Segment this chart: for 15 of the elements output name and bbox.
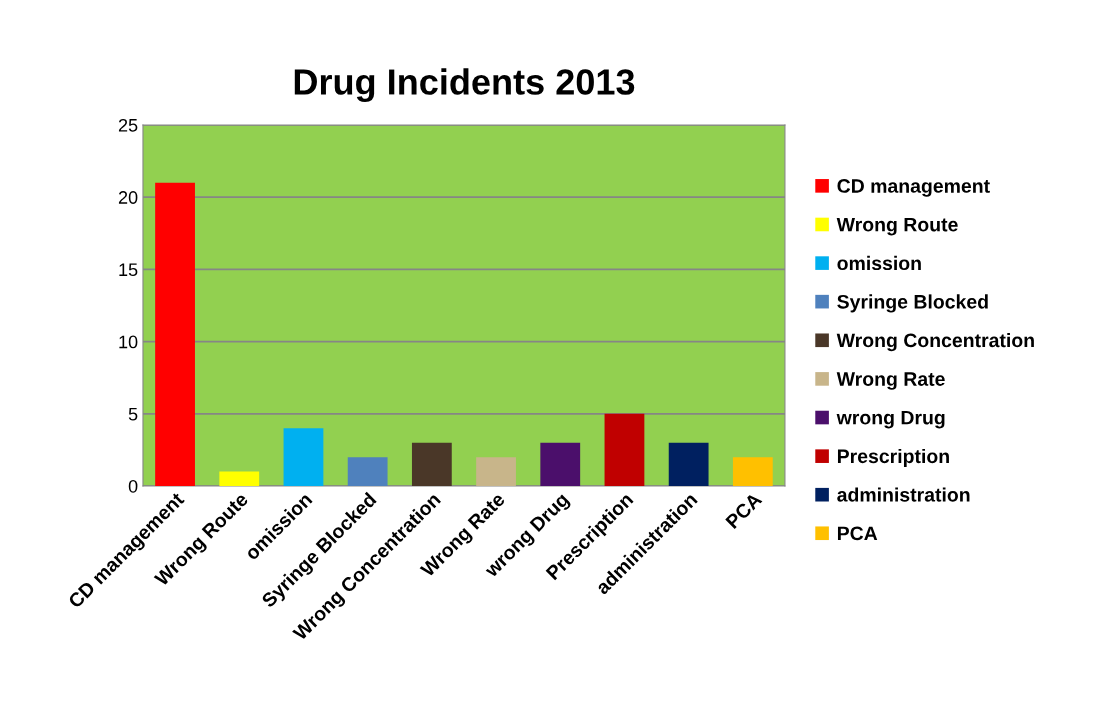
legend-label: Wrong Route — [836, 217, 958, 236]
y-tick-label: 5 — [128, 407, 138, 421]
legend-label: Prescription — [837, 448, 949, 467]
y-tick-label: 15 — [119, 263, 138, 277]
legend-label: Wrong Rate — [836, 372, 945, 390]
y-tick-label: 25 — [118, 118, 138, 132]
y-tick-label: 20 — [118, 191, 138, 204]
legend-label: Wrong Concentration — [836, 332, 1034, 352]
legend-label: Syringe Blocked — [837, 294, 988, 313]
y-tick-label: 0 — [128, 479, 138, 493]
legend-label: wrong Drug — [836, 410, 945, 429]
chart-title: Drug Incidents 2013 — [294, 68, 635, 103]
legend-label: omission — [837, 255, 921, 271]
y-tick-label: 10 — [119, 335, 138, 349]
legend-label: CD management — [837, 179, 990, 197]
